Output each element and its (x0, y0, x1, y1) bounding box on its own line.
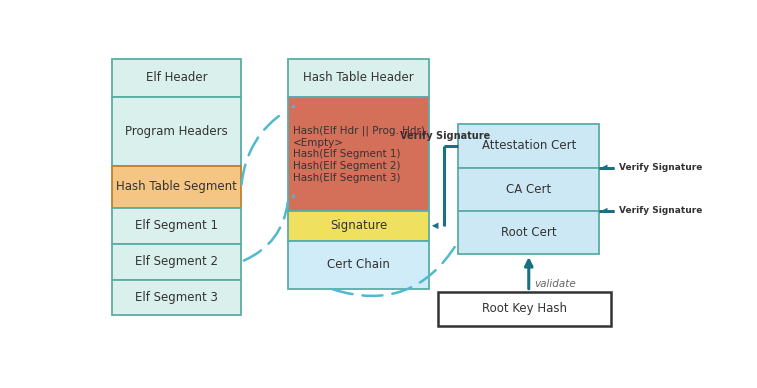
Text: Root Key Hash: Root Key Hash (482, 302, 567, 315)
Text: Elf Segment 2: Elf Segment 2 (136, 255, 218, 268)
Text: Attestation Cert: Attestation Cert (481, 139, 576, 152)
Text: Root Cert: Root Cert (501, 226, 556, 239)
Text: Hash Table Header: Hash Table Header (304, 71, 414, 85)
Bar (288, 97, 429, 211)
Text: Signature: Signature (330, 219, 388, 232)
Text: Verify Signature: Verify Signature (400, 130, 491, 140)
Bar (112, 166, 241, 208)
Bar (459, 124, 600, 168)
Bar (288, 211, 429, 241)
Text: Verify Signature: Verify Signature (618, 206, 702, 215)
Text: Elf Segment 1: Elf Segment 1 (136, 219, 218, 232)
Bar (438, 291, 611, 326)
Bar (288, 241, 429, 289)
Bar (112, 208, 241, 244)
Text: Verify Signature: Verify Signature (618, 163, 702, 172)
Bar (112, 59, 241, 97)
Bar (112, 97, 241, 166)
Text: Program Headers: Program Headers (126, 125, 228, 138)
Text: Cert Chain: Cert Chain (327, 258, 390, 271)
Text: Elf Header: Elf Header (146, 71, 207, 85)
Text: CA Cert: CA Cert (506, 183, 551, 196)
Text: Elf Segment 3: Elf Segment 3 (136, 291, 218, 304)
Bar (288, 59, 429, 97)
Bar (459, 211, 600, 254)
Bar (112, 244, 241, 280)
Text: validate: validate (534, 279, 576, 289)
Text: Hash(Elf Hdr || Prog. Hdr)
<Empty>
Hash(Elf Segment 1)
Hash(Elf Segment 2)
Hash(: Hash(Elf Hdr || Prog. Hdr) <Empty> Hash(… (293, 126, 425, 183)
Bar (459, 168, 600, 211)
Text: Hash Table Segment: Hash Table Segment (117, 180, 237, 194)
Bar (112, 280, 241, 315)
